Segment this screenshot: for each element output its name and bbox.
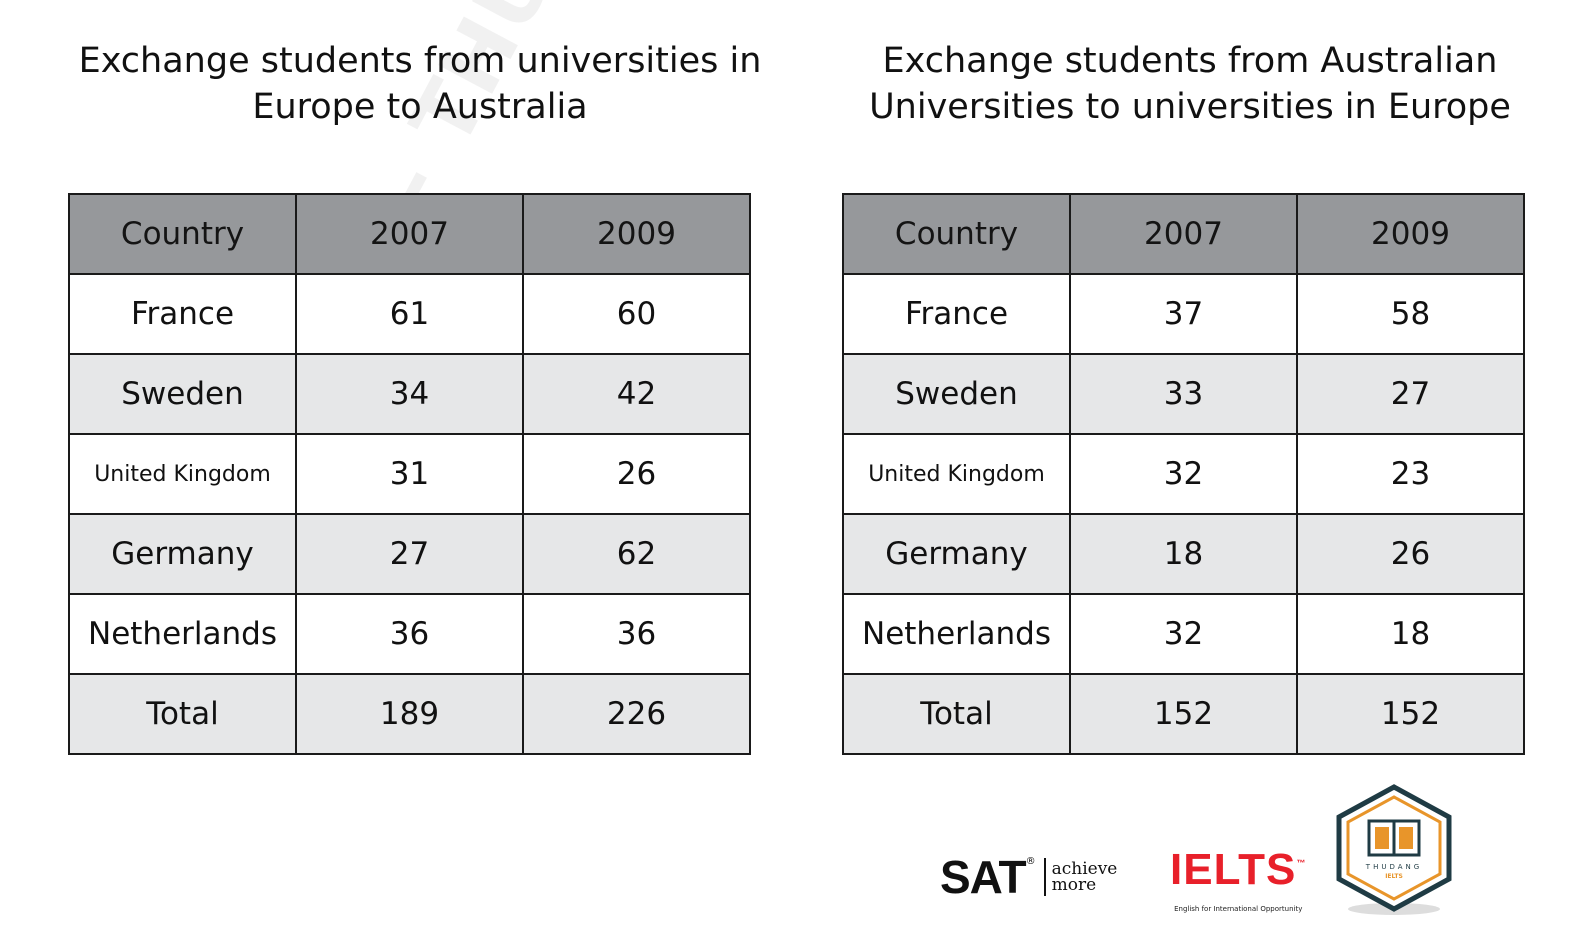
cell-2009: 226 bbox=[523, 674, 750, 754]
thudang-badge-icon: THUDANG IELTS bbox=[1333, 783, 1455, 918]
column-header-country: Country bbox=[843, 194, 1070, 274]
cell-2007: 37 bbox=[1070, 274, 1297, 354]
ielts-logo-tm: ™ bbox=[1296, 858, 1306, 868]
table-row: Netherlands 36 36 bbox=[69, 594, 750, 674]
column-header-country: Country bbox=[69, 194, 296, 274]
table-australia-to-europe: Country 2007 2009 France 37 58 Sweden 33… bbox=[842, 193, 1525, 755]
column-header-2007: 2007 bbox=[296, 194, 523, 274]
badge-bottom-text: IELTS bbox=[1385, 873, 1403, 880]
cell-2007: 31 bbox=[296, 434, 523, 514]
sat-logo-word: SAT bbox=[940, 850, 1026, 904]
badge-top-text: THUDANG bbox=[1365, 863, 1422, 871]
cell-country: United Kingdom bbox=[69, 434, 296, 514]
cell-2007: 152 bbox=[1070, 674, 1297, 754]
ielts-logo-word: IELTS bbox=[1170, 845, 1296, 894]
cell-2007: 36 bbox=[296, 594, 523, 674]
cell-2007: 32 bbox=[1070, 434, 1297, 514]
cell-2009: 27 bbox=[1297, 354, 1524, 434]
sat-logo-tagline: achieve more bbox=[1052, 861, 1118, 893]
cell-2009: 18 bbox=[1297, 594, 1524, 674]
cell-2007: 33 bbox=[1070, 354, 1297, 434]
column-header-2009: 2009 bbox=[523, 194, 750, 274]
cell-2007: 61 bbox=[296, 274, 523, 354]
cell-2007: 32 bbox=[1070, 594, 1297, 674]
cell-country: United Kingdom bbox=[843, 434, 1070, 514]
cell-2009: 60 bbox=[523, 274, 750, 354]
cell-2009: 23 bbox=[1297, 434, 1524, 514]
table-row-total: Total 189 226 bbox=[69, 674, 750, 754]
cell-country: Germany bbox=[69, 514, 296, 594]
table-1-title-line-2: Europe to Australia bbox=[40, 84, 800, 130]
table-row: United Kingdom 31 26 bbox=[69, 434, 750, 514]
cell-2007: 18 bbox=[1070, 514, 1297, 594]
table-2-title-line-1: Exchange students from Australian bbox=[830, 38, 1550, 84]
cell-2009: 62 bbox=[523, 514, 750, 594]
table-row: United Kingdom 32 23 bbox=[843, 434, 1524, 514]
table-row: France 37 58 bbox=[843, 274, 1524, 354]
cell-2009: 58 bbox=[1297, 274, 1524, 354]
cell-2009: 26 bbox=[523, 434, 750, 514]
cell-country: France bbox=[69, 274, 296, 354]
thudang-badge-logo: THUDANG IELTS bbox=[1333, 783, 1455, 918]
table-row: France 61 60 bbox=[69, 274, 750, 354]
cell-2009: 152 bbox=[1297, 674, 1524, 754]
cell-2009: 36 bbox=[523, 594, 750, 674]
cell-country: Sweden bbox=[843, 354, 1070, 434]
table-row: Germany 27 62 bbox=[69, 514, 750, 594]
table-header-row: Country 2007 2009 bbox=[69, 194, 750, 274]
table-header-row: Country 2007 2009 bbox=[843, 194, 1524, 274]
cell-country: Netherlands bbox=[843, 594, 1070, 674]
column-header-2007: 2007 bbox=[1070, 194, 1297, 274]
cell-country: France bbox=[843, 274, 1070, 354]
table-row: Germany 18 26 bbox=[843, 514, 1524, 594]
column-header-2009: 2009 bbox=[1297, 194, 1524, 274]
sat-logo-registered: ® bbox=[1026, 856, 1036, 867]
ielts-logo: IELTS™ English for International Opportu… bbox=[1170, 848, 1306, 913]
table-europe-to-australia: Country 2007 2009 France 61 60 Sweden 34… bbox=[68, 193, 751, 755]
table-1-title: Exchange students from universities in E… bbox=[40, 38, 800, 130]
table-row: Sweden 33 27 bbox=[843, 354, 1524, 434]
table-row: Sweden 34 42 bbox=[69, 354, 750, 434]
cell-2007: 189 bbox=[296, 674, 523, 754]
sat-logo: SAT ® achieve more bbox=[940, 850, 1117, 904]
cell-2007: 27 bbox=[296, 514, 523, 594]
cell-2009: 42 bbox=[523, 354, 750, 434]
cell-country: Total bbox=[69, 674, 296, 754]
ielts-logo-word-row: IELTS™ bbox=[1170, 848, 1306, 903]
ielts-logo-subtitle: English for International Opportunity bbox=[1170, 905, 1306, 913]
cell-2009: 26 bbox=[1297, 514, 1524, 594]
cell-country: Sweden bbox=[69, 354, 296, 434]
table-2-title: Exchange students from Australian Univer… bbox=[830, 38, 1550, 130]
table-row: Netherlands 32 18 bbox=[843, 594, 1524, 674]
table-row-total: Total 152 152 bbox=[843, 674, 1524, 754]
cell-country: Total bbox=[843, 674, 1070, 754]
cell-country: Netherlands bbox=[69, 594, 296, 674]
sat-logo-divider bbox=[1044, 858, 1046, 896]
cell-country: Germany bbox=[843, 514, 1070, 594]
cell-2007: 34 bbox=[296, 354, 523, 434]
table-1-title-line-1: Exchange students from universities in bbox=[40, 38, 800, 84]
sat-tagline-line-2: more bbox=[1052, 877, 1118, 893]
table-2-title-line-2: Universities to universities in Europe bbox=[830, 84, 1550, 130]
